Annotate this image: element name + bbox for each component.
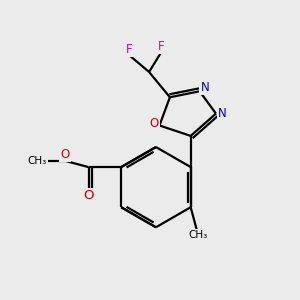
Text: CH₃: CH₃ — [28, 156, 47, 166]
Text: CH₃: CH₃ — [188, 230, 208, 241]
Text: N: N — [218, 107, 227, 120]
Text: O: O — [149, 118, 159, 130]
Text: O: O — [83, 189, 94, 203]
Text: O: O — [60, 148, 69, 161]
Text: F: F — [126, 43, 133, 56]
Text: N: N — [201, 81, 209, 94]
Text: F: F — [158, 40, 165, 53]
